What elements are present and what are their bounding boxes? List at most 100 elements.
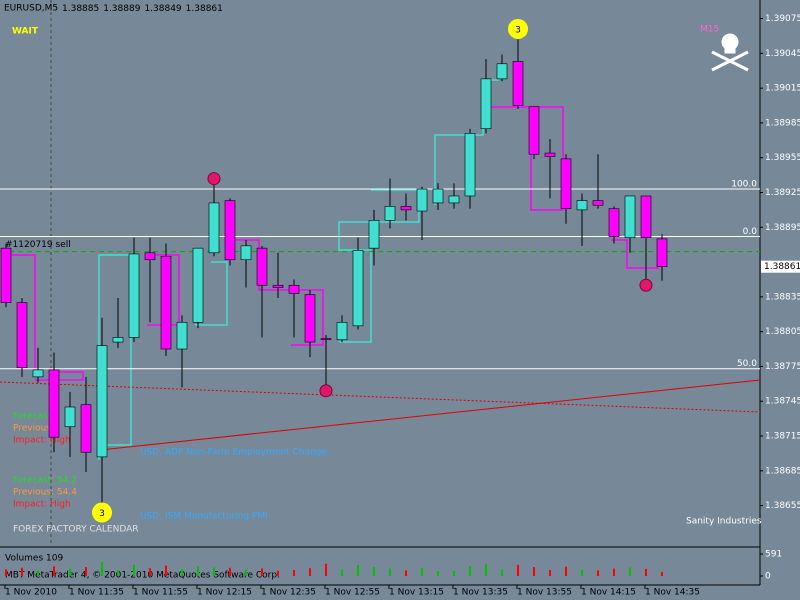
signal-marker bbox=[92, 502, 112, 523]
candle-body bbox=[16, 302, 28, 368]
fib-label: 100.0 bbox=[731, 180, 757, 190]
candle-body bbox=[416, 188, 428, 212]
candle-body bbox=[192, 247, 204, 323]
trend-line-dotted bbox=[0, 381, 761, 413]
y-tick-label: 1.39015 bbox=[765, 84, 800, 94]
volume-tick-label: 0 bbox=[765, 572, 771, 582]
candle-body bbox=[256, 247, 268, 286]
news-event: USD, ADP Non-Farm Employment Change bbox=[140, 448, 327, 458]
candle-body bbox=[208, 202, 220, 254]
order-label: #1120719 sell bbox=[5, 240, 71, 250]
x-tick-label: 1 Nov 12:35 bbox=[261, 588, 316, 598]
x-tick-label: 1 Nov 2010 bbox=[5, 588, 57, 598]
candle-body bbox=[480, 78, 492, 130]
news-previous: Previous: bbox=[13, 424, 54, 434]
candle-body bbox=[544, 152, 556, 157]
candle-body bbox=[464, 133, 476, 197]
candle-body bbox=[272, 284, 284, 288]
candle-body bbox=[176, 322, 188, 350]
x-tick-label: 1 Nov 12:55 bbox=[325, 588, 380, 598]
dot-marker bbox=[639, 278, 653, 292]
logo: Sanity Industries bbox=[686, 517, 762, 527]
candle-body bbox=[0, 247, 12, 303]
candle-body bbox=[368, 220, 380, 249]
candle-body bbox=[160, 255, 172, 350]
candle-body bbox=[288, 284, 300, 294]
candle-body bbox=[48, 369, 60, 438]
news-impact: Impact: High bbox=[13, 436, 71, 446]
zigzag-box bbox=[611, 239, 659, 269]
ohlc-high: 1.38889 bbox=[103, 4, 140, 14]
signal-marker bbox=[508, 18, 528, 39]
news-panel: Forecast: Previous: Impact: High USD, ADP N… bbox=[13, 412, 327, 522]
ohlc-low: 1.38849 bbox=[144, 4, 181, 14]
ohlc-close: 1.38861 bbox=[186, 4, 223, 14]
y-tick-label: 1.39045 bbox=[765, 49, 800, 59]
volume-tick-label: 591 bbox=[765, 550, 782, 560]
calendar-label: FOREX FACTORY CALENDAR bbox=[13, 525, 139, 535]
skull-logo bbox=[711, 33, 749, 72]
candle-body bbox=[112, 337, 124, 343]
dot-marker bbox=[319, 384, 333, 398]
candle-body bbox=[80, 404, 92, 453]
candle-body bbox=[384, 206, 396, 221]
candle-body bbox=[240, 245, 252, 261]
news-forecast: Forecast: 54.2 bbox=[13, 476, 77, 486]
signal-marker-label: 3 bbox=[99, 509, 105, 519]
candle-body bbox=[352, 250, 364, 327]
news-previous: Previous: 54.4 bbox=[13, 488, 77, 498]
y-tick-label: 1.38895 bbox=[765, 223, 800, 233]
y-tick-label: 1.38715 bbox=[765, 432, 800, 442]
ohlc-readout: 1.38885 1.38889 1.38849 1.38861 bbox=[62, 4, 223, 14]
trend-line bbox=[99, 379, 761, 451]
x-tick-label: 1 Nov 12:15 bbox=[197, 588, 252, 598]
x-tick-label: 1 Nov 11:55 bbox=[133, 588, 188, 598]
candle-body bbox=[640, 195, 652, 239]
candle-body bbox=[224, 200, 236, 261]
ohlc-open: 1.38885 bbox=[62, 4, 99, 14]
candle-body bbox=[400, 206, 412, 211]
news-forecast: Forecast: bbox=[13, 412, 54, 422]
x-tick-label: 1 Nov 14:15 bbox=[581, 588, 636, 598]
candle-body bbox=[576, 200, 588, 211]
symbol: EURUSD,M5 bbox=[4, 4, 58, 14]
candle-body bbox=[144, 252, 156, 261]
news-event: USD, ISM Manufacturing PMI bbox=[140, 512, 268, 522]
candle-body bbox=[336, 322, 348, 341]
candle-body bbox=[432, 188, 444, 204]
volume-value: 109 bbox=[46, 554, 63, 564]
candle-body bbox=[304, 294, 316, 343]
candle-body bbox=[528, 106, 540, 155]
candle-body bbox=[656, 238, 668, 268]
current-price-label: 1.38861 bbox=[764, 262, 800, 272]
candle-body bbox=[560, 158, 572, 210]
dot-marker bbox=[207, 172, 221, 186]
x-tick-label: 1 Nov 14:35 bbox=[645, 588, 700, 598]
candle-body bbox=[448, 195, 460, 204]
timeframe-badge: M15 bbox=[700, 25, 719, 35]
volume-label: Volumes bbox=[5, 554, 43, 564]
candle-body bbox=[320, 338, 332, 340]
status: WAIT bbox=[12, 27, 39, 37]
zigzag-box bbox=[195, 261, 228, 326]
y-tick-label: 1.38745 bbox=[765, 397, 800, 407]
current-price-box bbox=[761, 260, 800, 273]
y-tick-label: 1.38775 bbox=[765, 362, 800, 372]
y-tick-label: 1.38655 bbox=[765, 501, 800, 511]
x-tick-label: 1 Nov 13:55 bbox=[517, 588, 572, 598]
fib-label: 50.0 bbox=[737, 359, 757, 369]
y-tick-label: 1.38835 bbox=[765, 292, 800, 302]
news-impact: Impact: High bbox=[13, 500, 71, 510]
candle-body bbox=[512, 61, 524, 106]
candle-body bbox=[96, 345, 108, 458]
y-tick-label: 1.38955 bbox=[765, 153, 800, 163]
x-tick-label: 1 Nov 13:35 bbox=[453, 588, 508, 598]
candle-body bbox=[32, 369, 44, 378]
signal-marker-label: 3 bbox=[515, 25, 521, 35]
x-tick-label: 1 Nov 11:35 bbox=[69, 588, 124, 598]
copyright: MBT MetaTrader 4, © 2001-2010 MetaQuotes… bbox=[5, 571, 280, 581]
candle-body bbox=[128, 253, 140, 338]
x-tick-label: 1 Nov 13:15 bbox=[389, 588, 444, 598]
